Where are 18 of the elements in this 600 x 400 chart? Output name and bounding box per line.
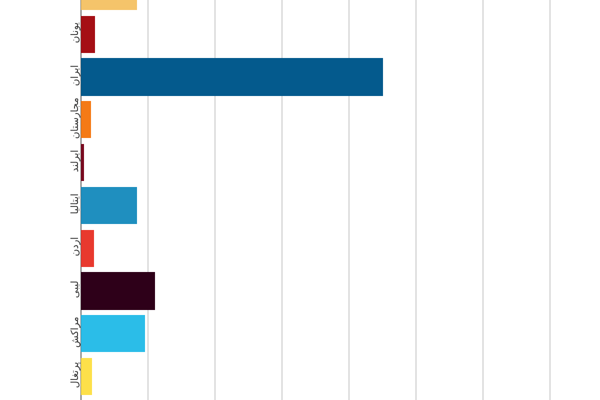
bar [81, 187, 137, 224]
y-tick-label: اردن [70, 236, 81, 256]
bar [81, 272, 155, 310]
y-tick-label: ایتالیا [70, 193, 81, 214]
bar [81, 358, 92, 395]
y-tick-label: یونان [70, 22, 81, 44]
bar [81, 58, 383, 96]
y-tick-label: مراکش [70, 316, 81, 348]
y-tick-label: ایران [70, 64, 81, 86]
bar [81, 101, 91, 138]
bar [81, 144, 84, 181]
bar [81, 315, 145, 352]
y-tick-label: پرتغال [70, 362, 81, 388]
bar [81, 16, 95, 53]
bar [81, 230, 94, 267]
y-tick-label: ایرلند [70, 150, 81, 172]
y-tick-label: لیبی [70, 280, 81, 298]
y-tick-label: مجارستان [70, 98, 81, 140]
